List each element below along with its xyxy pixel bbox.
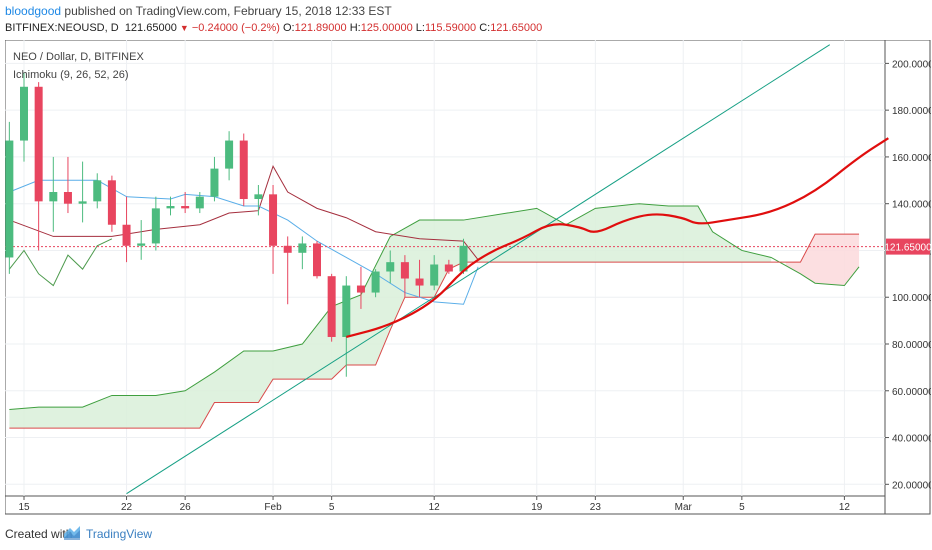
close-label: C: bbox=[479, 22, 491, 34]
candle-up bbox=[459, 245, 468, 272]
candle-down bbox=[400, 262, 409, 279]
last-price: 121.65000 bbox=[124, 22, 177, 34]
chart-area[interactable]: 20.00000 40.00000 60.00000 80.00000 100.0000… bbox=[4, 39, 932, 515]
price-change: −0.24000 (−0.2%) bbox=[191, 22, 280, 34]
candle-down bbox=[107, 180, 116, 225]
chart-header: bloodgood published on TradingView.com, … bbox=[0, 0, 932, 40]
quote-line: BITFINEX:NEOUSD, D 121.65000 ▼ −0.24000 … bbox=[5, 22, 542, 34]
price-axis[interactable]: 20.00000 40.00000 60.00000 80.00000 100.0000… bbox=[884, 59, 932, 491]
symbol-label: BITFINEX:NEOUSD, D bbox=[5, 22, 119, 34]
candle-up bbox=[20, 86, 28, 141]
candle-down bbox=[313, 243, 321, 277]
y-tick-label: 20.00000 bbox=[892, 480, 931, 491]
chart-title: NEO / Dollar, D, BITFINEX bbox=[13, 51, 144, 63]
y-tick-label: 160.00000 bbox=[892, 153, 931, 164]
candle-down bbox=[356, 285, 365, 293]
x-tick-label: 26 bbox=[180, 502, 192, 513]
candle-up bbox=[166, 206, 175, 209]
trend-line bbox=[126, 44, 831, 495]
cloud-bearish bbox=[785, 234, 860, 286]
candle-up bbox=[254, 194, 263, 200]
open-label: O: bbox=[283, 22, 295, 34]
candle-up bbox=[430, 264, 439, 286]
candle-down bbox=[63, 192, 72, 204]
high-value: 125.00000 bbox=[360, 22, 413, 34]
candle-up bbox=[371, 271, 380, 293]
ichimoku-span-a bbox=[9, 203, 860, 410]
author-link[interactable]: bloodgood bbox=[5, 4, 62, 18]
publish-text: published on TradingView.com, February 1… bbox=[64, 4, 392, 18]
candle-up bbox=[386, 262, 395, 272]
candle-down bbox=[34, 86, 43, 202]
x-tick-label: 12 bbox=[429, 502, 441, 513]
down-triangle-icon: ▼ bbox=[179, 23, 189, 33]
x-tick-label: 5 bbox=[329, 502, 335, 513]
y-tick-label: 60.00000 bbox=[892, 387, 931, 398]
candle-up bbox=[298, 243, 307, 253]
candle-down bbox=[269, 194, 278, 246]
candle-down bbox=[327, 276, 336, 337]
tradingview-logo-icon bbox=[64, 526, 80, 540]
x-tick-label: 5 bbox=[739, 502, 745, 513]
y-tick-label: 80.00000 bbox=[892, 340, 931, 351]
candle-up bbox=[93, 180, 102, 202]
cloud-bullish bbox=[9, 203, 772, 429]
x-tick-label: Feb bbox=[264, 502, 282, 513]
footer: Created with TradingView bbox=[0, 515, 932, 550]
candle-up bbox=[342, 285, 351, 337]
created-with-text: Created with bbox=[5, 527, 73, 541]
candle-down bbox=[415, 278, 424, 286]
candle-up bbox=[78, 201, 87, 204]
y-tick-label: 200.00000 bbox=[892, 59, 931, 70]
chart-frame bbox=[4, 39, 931, 515]
low-label: L: bbox=[415, 22, 425, 34]
candle-up bbox=[137, 243, 146, 246]
candle-up bbox=[5, 140, 14, 258]
x-tick-label: 19 bbox=[531, 502, 543, 513]
candle-up bbox=[195, 196, 204, 209]
candlestick-chart[interactable]: 20.00000 40.00000 60.00000 80.00000 100.0000… bbox=[4, 39, 932, 515]
x-tick-label: 23 bbox=[590, 502, 602, 513]
time-axis[interactable]: 15 22 26 Feb 5 12 19 23 Mar 5 12 bbox=[18, 496, 850, 513]
high-label: H: bbox=[349, 22, 361, 34]
x-tick-label: 12 bbox=[839, 502, 851, 513]
candle-down bbox=[444, 264, 453, 272]
x-tick-label: 15 bbox=[18, 502, 30, 513]
candle-up bbox=[225, 140, 234, 169]
close-value: 121.65000 bbox=[490, 22, 543, 34]
open-value: 121.89000 bbox=[294, 22, 347, 34]
low-value: 115.59000 bbox=[424, 22, 477, 34]
last-price-tag-label: 121.65000 bbox=[884, 243, 931, 254]
ichimoku-span-b bbox=[9, 233, 860, 429]
candle-up bbox=[210, 168, 219, 197]
tradingview-brand[interactable]: TradingView bbox=[86, 527, 153, 541]
candle-up bbox=[151, 208, 160, 244]
candle-up bbox=[49, 192, 58, 202]
candle-down bbox=[122, 224, 131, 246]
y-tick-label: 40.00000 bbox=[892, 434, 931, 445]
ichimoku-cloud bbox=[9, 203, 860, 429]
candle-down bbox=[181, 206, 190, 209]
y-tick-label: 180.00000 bbox=[892, 106, 931, 117]
drawings bbox=[126, 44, 889, 495]
forecast-path bbox=[346, 137, 889, 339]
y-tick-label: 100.00000 bbox=[892, 293, 931, 304]
x-tick-label: 22 bbox=[121, 502, 133, 513]
ichimoku-chikou bbox=[8, 238, 113, 287]
candles bbox=[5, 72, 468, 377]
candle-down bbox=[283, 245, 292, 253]
candle-down bbox=[239, 140, 248, 200]
indicator-label[interactable]: Ichimoku (9, 26, 52, 26) bbox=[13, 69, 129, 81]
x-tick-label: Mar bbox=[675, 502, 693, 513]
publish-line: bloodgood published on TradingView.com, … bbox=[5, 4, 392, 18]
y-tick-label: 140.00000 bbox=[892, 200, 931, 211]
last-price-tag bbox=[886, 238, 930, 255]
